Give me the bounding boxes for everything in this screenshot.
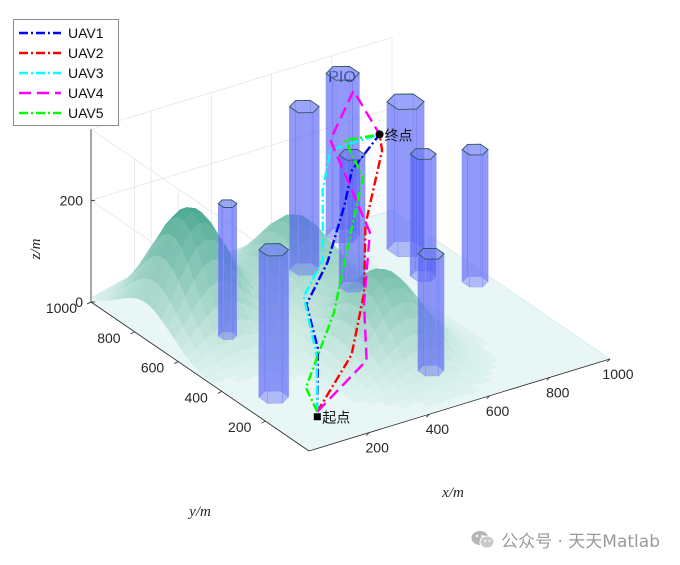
obstacle-8 <box>461 143 489 288</box>
start-marker <box>313 413 321 421</box>
watermark-text: 公众号 · 天天Matlab <box>501 532 660 552</box>
y-tick <box>130 331 135 335</box>
obstacle-face <box>435 247 445 371</box>
x-tick-label: 200 <box>366 440 390 456</box>
terrain-cell <box>477 368 495 377</box>
legend-item-uav4: UAV4 <box>18 83 114 103</box>
legend-item-uav3: UAV3 <box>18 63 114 83</box>
z-axis-label: z/m <box>28 238 44 260</box>
y-tick-label: 200 <box>228 419 252 435</box>
legend-swatch <box>19 91 61 95</box>
obstacle-face <box>279 243 289 398</box>
markers: 起点 终点 <box>313 128 413 427</box>
obstacle-6 <box>258 243 290 404</box>
legend-label: UAV2 <box>68 45 104 61</box>
legend-swatch <box>19 31 61 35</box>
y-tick-label: 800 <box>97 330 121 346</box>
obstacle-top <box>417 247 445 260</box>
y-tick-label: 600 <box>141 360 165 376</box>
obstacles-front <box>258 143 489 404</box>
wechat-icon <box>471 530 495 548</box>
obstacle-3 <box>217 199 238 341</box>
goal-marker <box>375 130 384 139</box>
x-tick <box>606 358 611 363</box>
obstacle-face <box>218 203 224 341</box>
obstacle-top <box>338 148 366 161</box>
obstacle-9 <box>417 247 445 377</box>
terrain-cell <box>463 384 481 394</box>
y-tick <box>261 420 266 424</box>
legend-item-uav1: UAV1 <box>18 23 114 43</box>
legend-label: UAV1 <box>68 25 104 41</box>
legend-swatch <box>19 71 61 75</box>
obstacle-top <box>325 65 360 81</box>
z-tick-label: 0 <box>75 294 83 310</box>
chart-title: PIO <box>328 69 356 86</box>
obstacle-face <box>310 99 320 270</box>
obstacle-top <box>258 243 290 257</box>
obstacle-5 <box>386 93 425 258</box>
obstacle-face <box>231 199 237 337</box>
path-uav2 <box>316 134 384 413</box>
legend-swatch <box>19 51 61 55</box>
y-tick-label: 1000 <box>46 300 77 316</box>
y-axis-line <box>90 301 310 452</box>
x-axis-label: x/m <box>441 485 464 501</box>
y-tick <box>217 391 222 394</box>
obstacle-face <box>480 143 489 283</box>
obstacle-face <box>409 153 419 282</box>
x-tick <box>365 432 370 436</box>
x-tick-label: 800 <box>546 384 570 400</box>
obstacle-top <box>461 143 489 156</box>
x-tick-label: 1000 <box>602 366 633 382</box>
y-tick <box>86 301 92 305</box>
legend-label: UAV3 <box>68 65 104 81</box>
x-tick-label: 400 <box>426 421 450 437</box>
obstacle-top <box>217 199 238 208</box>
goal-label: 终点 <box>385 128 413 144</box>
x-tick <box>426 413 430 418</box>
y-tick-label: 400 <box>184 389 208 405</box>
x-tick-label: 600 <box>486 403 510 419</box>
obstacle-face <box>258 249 268 404</box>
obstacle-top <box>288 99 320 114</box>
path-uav1 <box>305 133 381 412</box>
legend-item-uav2: UAV2 <box>18 43 114 63</box>
legend-item-uav5: UAV5 <box>18 103 114 123</box>
y-tick <box>174 361 179 364</box>
terrain-cell <box>479 361 497 370</box>
legend-swatch <box>19 111 61 115</box>
x-axis-line <box>308 358 611 452</box>
z-tick-label: 200 <box>60 192 84 208</box>
path-uav5 <box>304 133 380 413</box>
watermark: 公众号 · 天天Matlab <box>471 527 660 552</box>
obstacle-face <box>417 253 426 377</box>
x-tick <box>546 377 551 381</box>
y-axis-label: y/m <box>187 504 211 520</box>
start-label: 起点 <box>322 411 350 427</box>
uav-paths <box>302 89 384 413</box>
legend: UAV1 UAV2 UAV3 UAV4 UAV5 <box>13 19 119 126</box>
obstacle-face <box>289 106 299 276</box>
path-uav4 <box>316 89 381 413</box>
legend-label: UAV4 <box>68 85 104 101</box>
terrain-cell <box>482 355 500 363</box>
x-tick <box>486 395 490 400</box>
obstacle-1 <box>288 99 320 276</box>
obstacle-7 <box>409 148 437 282</box>
terrain-surface <box>90 207 611 452</box>
obstacle-face <box>386 101 399 258</box>
terrain-cell <box>475 375 492 384</box>
legend-label: UAV5 <box>68 105 104 121</box>
obstacle-top <box>409 148 437 160</box>
terrain-cell <box>471 339 489 346</box>
path-uav3 <box>302 133 380 412</box>
obstacle-top <box>386 93 425 110</box>
obstacle-face <box>461 149 471 288</box>
